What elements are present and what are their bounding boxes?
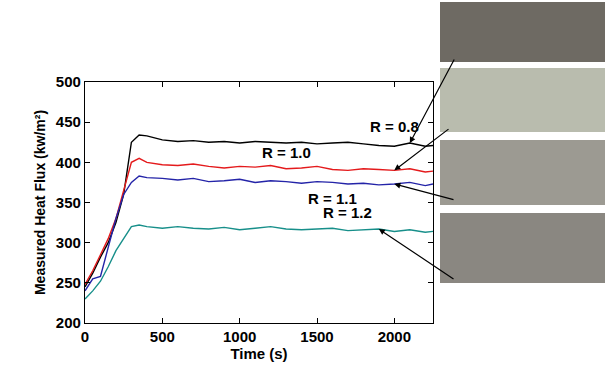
svg-text:Time (s): Time (s)	[230, 345, 287, 362]
svg-text:500: 500	[150, 328, 175, 345]
svg-text:R = 0.8: R = 0.8	[370, 118, 419, 135]
svg-text:500: 500	[56, 73, 81, 90]
svg-text:2000: 2000	[378, 328, 411, 345]
svg-text:250: 250	[56, 274, 81, 291]
svg-text:R = 1.1: R = 1.1	[308, 190, 357, 207]
svg-text:R = 1.2: R = 1.2	[323, 204, 372, 221]
svg-text:400: 400	[56, 154, 81, 171]
svg-text:350: 350	[56, 194, 81, 211]
svg-text:450: 450	[56, 113, 81, 130]
svg-text:0: 0	[81, 328, 89, 345]
svg-text:R = 1.0: R = 1.0	[262, 144, 311, 161]
svg-text:300: 300	[56, 234, 81, 251]
svg-text:1500: 1500	[300, 328, 333, 345]
svg-text:200: 200	[56, 314, 81, 331]
svg-text:Measured Heat Flux (kw/m²): Measured Heat Flux (kw/m²)	[32, 110, 48, 295]
svg-text:1000: 1000	[223, 328, 256, 345]
